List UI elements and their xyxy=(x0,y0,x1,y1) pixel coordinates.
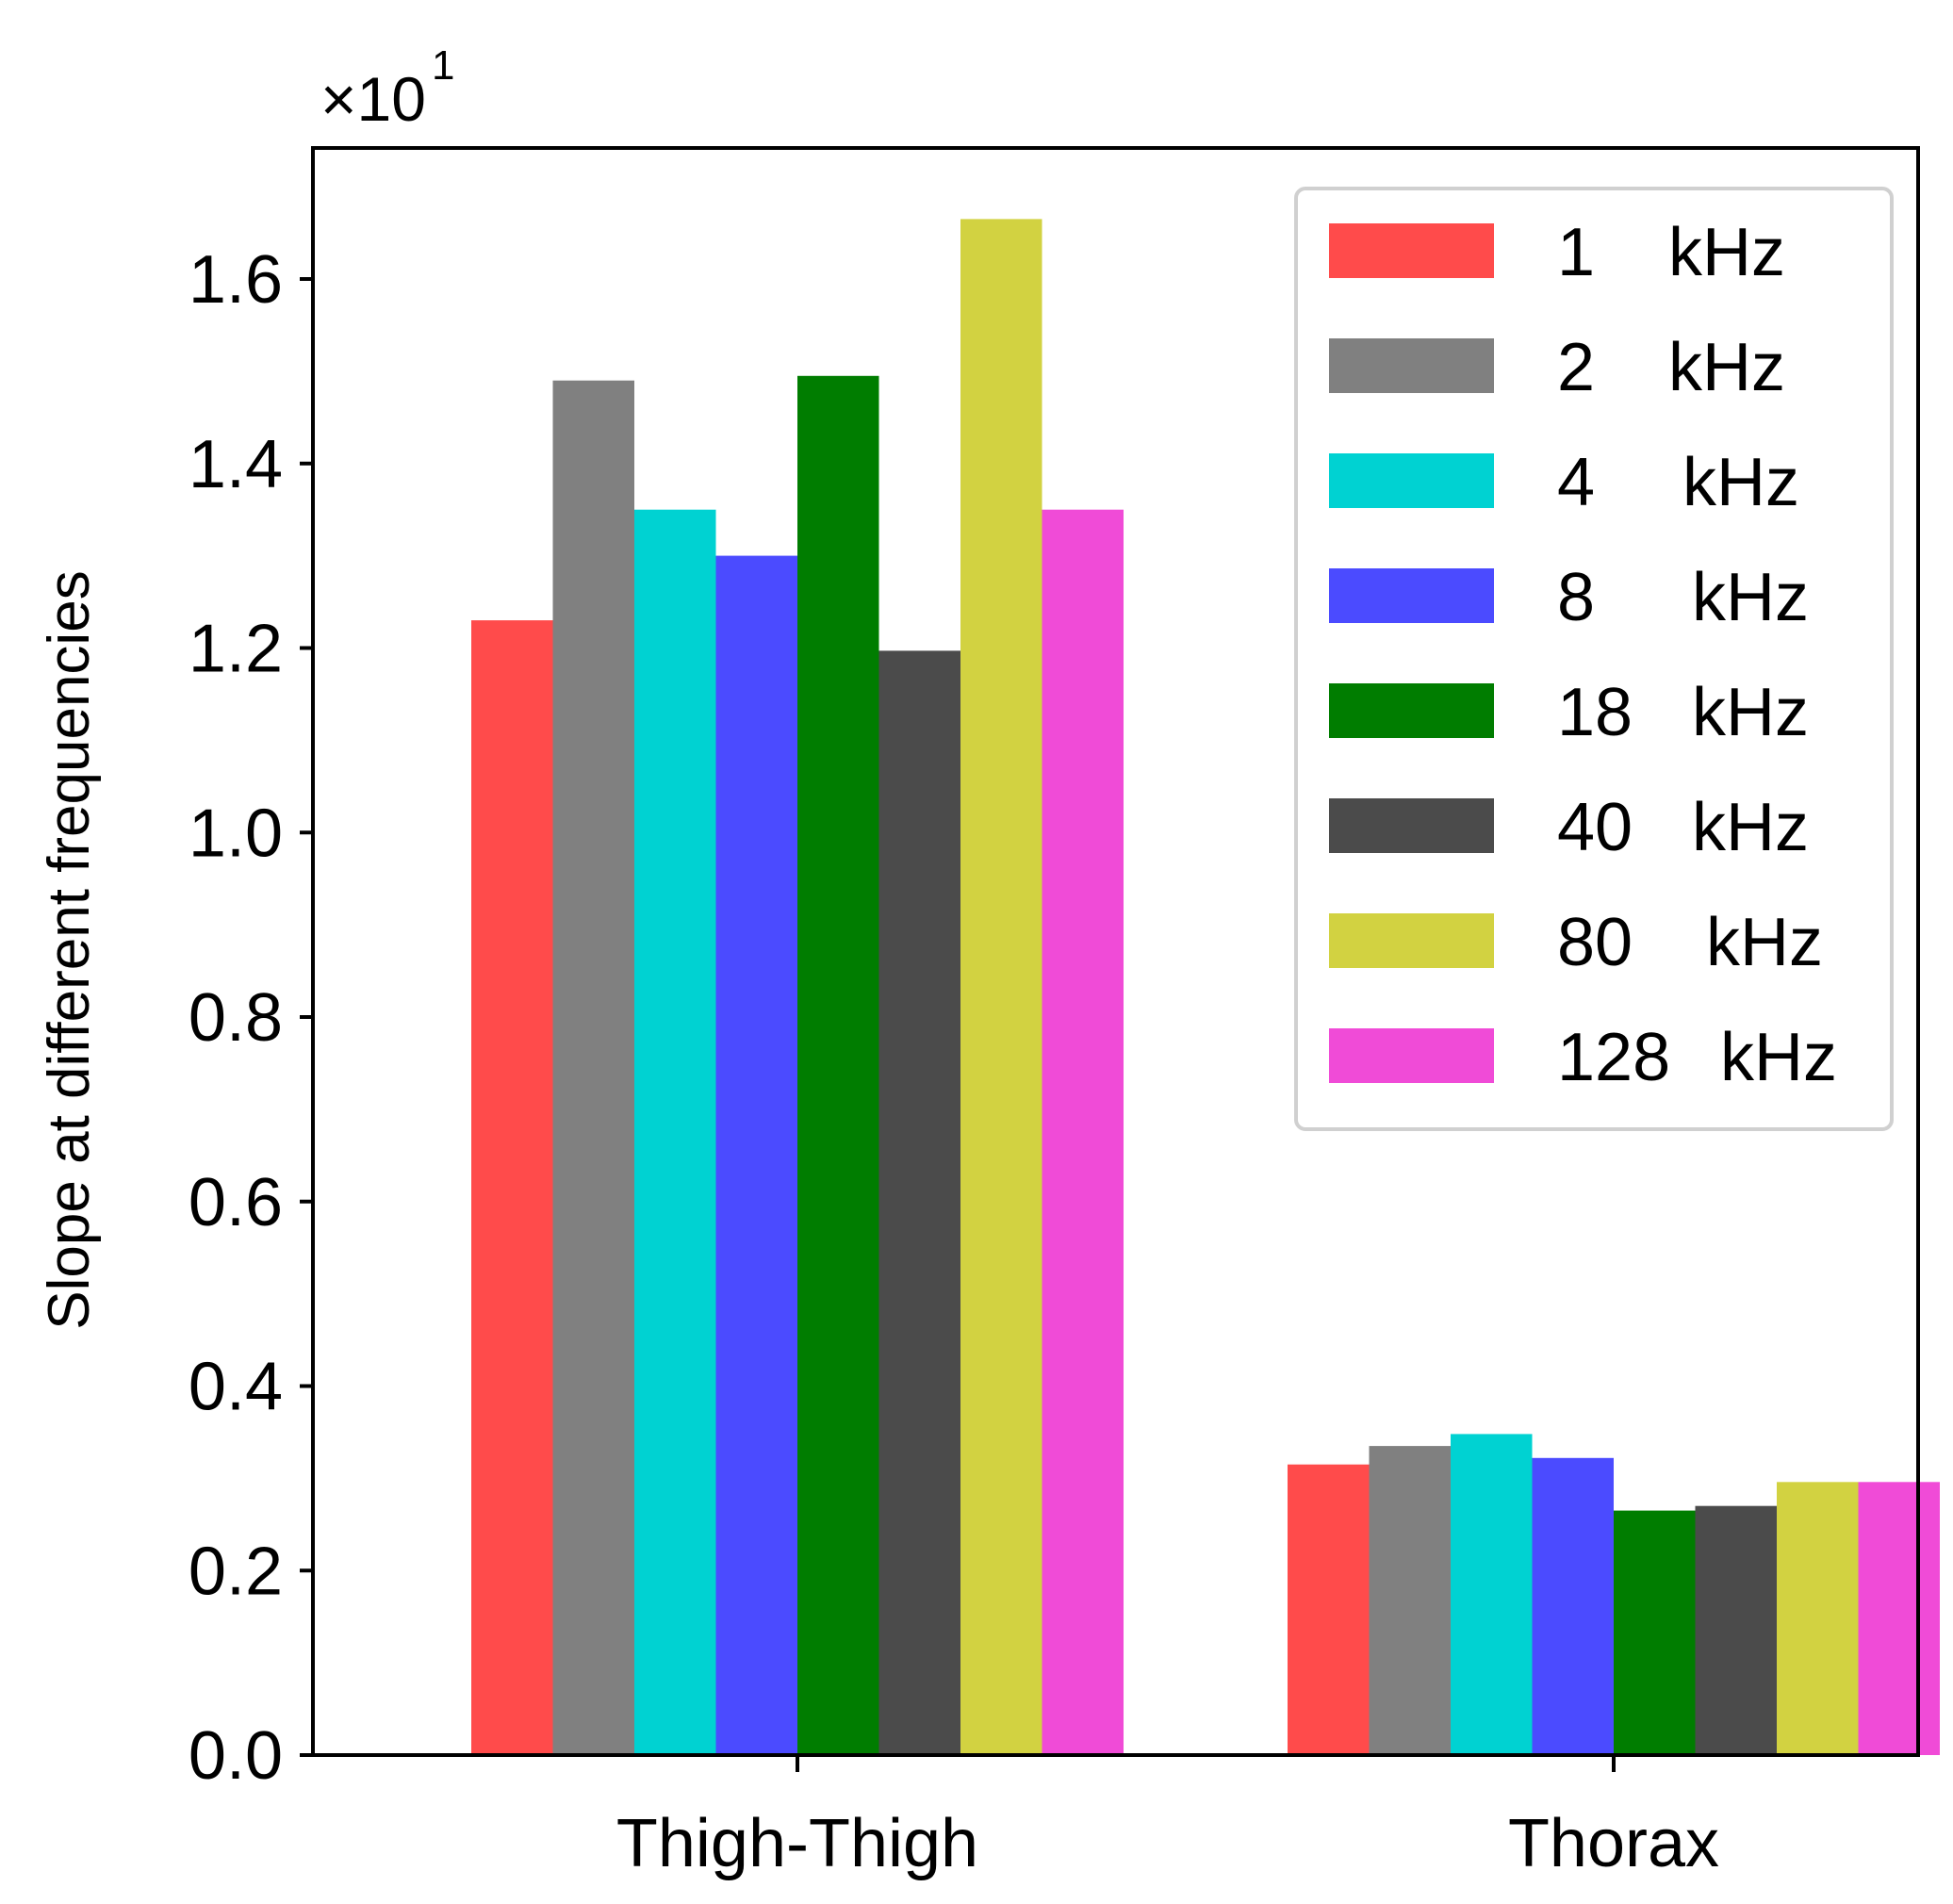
legend-swatch-128-khz xyxy=(1329,1028,1494,1083)
bar-thorax-128-khz xyxy=(1858,1482,1940,1755)
y-tick-label: 1.6 xyxy=(189,242,283,318)
y-offset-base: ×10 xyxy=(320,64,426,134)
legend-unit-1-khz: kHz xyxy=(1668,215,1785,290)
legend-swatch-1-khz xyxy=(1329,223,1494,278)
bar-thigh-thigh-2-khz xyxy=(552,380,634,1756)
y-offset-text: ×10 1 xyxy=(320,42,454,134)
legend-swatch-80-khz xyxy=(1329,913,1494,968)
y-tick-label: 0.4 xyxy=(189,1350,283,1425)
x-tick-label: Thigh-Thigh xyxy=(616,1806,978,1881)
bar-thorax-40-khz xyxy=(1695,1505,1777,1755)
legend-unit-8-khz: kHz xyxy=(1692,560,1809,635)
bar-thigh-thigh-1-khz xyxy=(471,620,553,1755)
legend-number-80-khz: 80 xyxy=(1557,905,1633,980)
legend: 1 kHz 2 kHz 4 kHz 8 kHz 18 kHz 40 kHz 80 kHz 128 kHz xyxy=(1294,187,1894,1131)
bar-thigh-thigh-8-khz xyxy=(715,555,797,1755)
bar-thigh-thigh-18-khz xyxy=(797,375,879,1755)
x-ticks-group: Thigh-Thigh Thorax xyxy=(616,1755,1719,1881)
y-tick-label: 0.6 xyxy=(189,1165,283,1240)
bar-thorax-1-khz xyxy=(1288,1464,1370,1755)
legend-unit-4-khz: kHz xyxy=(1682,445,1799,520)
y-tick-label: 1.2 xyxy=(189,612,283,687)
plot-frame xyxy=(311,146,1920,1757)
y-tick-label: 0.2 xyxy=(189,1534,283,1609)
legend-unit-40-khz: kHz xyxy=(1692,790,1809,865)
legend-number-1-khz: 1 xyxy=(1557,215,1595,290)
bar-thorax-8-khz xyxy=(1532,1457,1614,1755)
y-tick-label: 1.4 xyxy=(189,427,283,502)
bar-thigh-thigh-40-khz xyxy=(878,650,960,1755)
bar-thigh-thigh-80-khz xyxy=(960,219,1042,1755)
legend-swatch-18-khz xyxy=(1329,683,1494,738)
legend-swatch-4-khz xyxy=(1329,453,1494,508)
y-tick-label: 1.0 xyxy=(189,796,283,871)
legend-swatch-2-khz xyxy=(1329,338,1494,393)
legend-unit-2-khz: kHz xyxy=(1668,330,1785,405)
legend-swatch-8-khz xyxy=(1329,568,1494,623)
legend-swatch-40-khz xyxy=(1329,798,1494,853)
bars-group xyxy=(471,219,1940,1756)
y-tick-label: 0.8 xyxy=(189,980,283,1056)
y-tick-label: 0.0 xyxy=(189,1718,283,1794)
y-offset-exponent: 1 xyxy=(432,42,454,89)
legend-number-40-khz: 40 xyxy=(1557,790,1633,865)
legend-unit-18-khz: kHz xyxy=(1692,675,1809,750)
y-ticks-group: 0.0 0.2 0.4 0.6 0.8 1.0 1.2 1.4 1.6 xyxy=(189,242,313,1794)
bar-thigh-thigh-4-khz xyxy=(634,509,716,1756)
legend-unit-128-khz: kHz xyxy=(1720,1020,1837,1095)
bar-thorax-4-khz xyxy=(1451,1434,1533,1755)
legend-number-2-khz: 2 xyxy=(1557,330,1595,405)
legend-number-4-khz: 4 xyxy=(1557,445,1595,520)
bar-thigh-thigh-128-khz xyxy=(1042,509,1124,1756)
legend-number-128-khz: 128 xyxy=(1557,1020,1670,1095)
legend-frame xyxy=(1294,187,1894,1131)
bar-thorax-18-khz xyxy=(1614,1510,1696,1755)
legend-number-18-khz: 18 xyxy=(1557,675,1633,750)
legend-number-8-khz: 8 xyxy=(1557,560,1595,635)
y-axis-label: Slope at different frequencies xyxy=(37,570,102,1329)
bar-thorax-2-khz xyxy=(1369,1446,1451,1755)
x-tick-label: Thorax xyxy=(1508,1806,1719,1881)
legend-unit-80-khz: kHz xyxy=(1706,905,1823,980)
bar-thorax-80-khz xyxy=(1777,1482,1859,1755)
